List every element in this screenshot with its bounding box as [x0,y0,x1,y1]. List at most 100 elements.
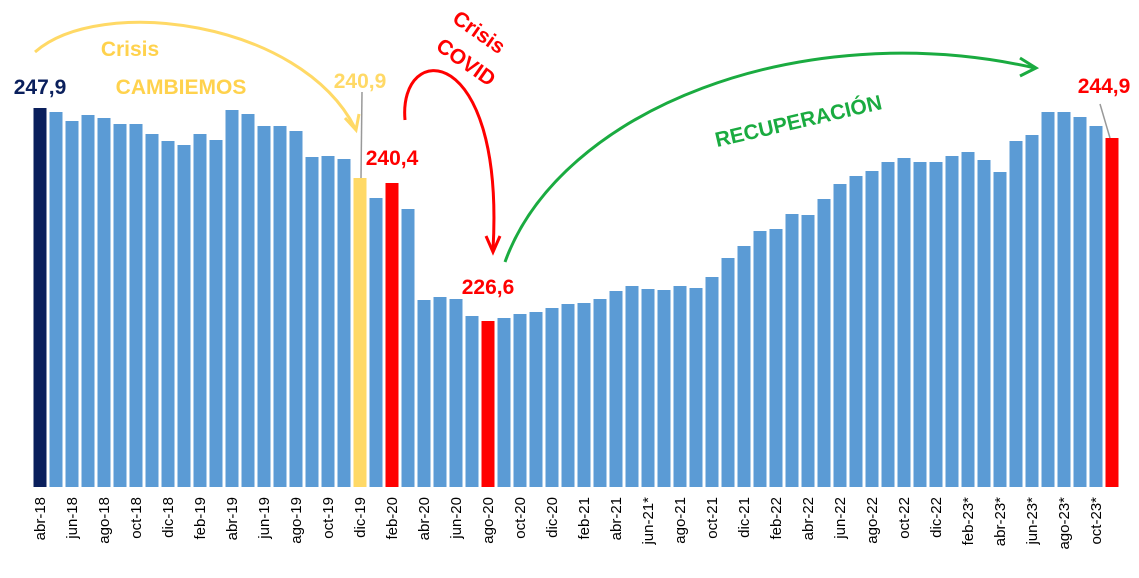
bar [897,158,911,487]
bar [641,289,655,487]
bar [913,162,927,487]
bar [289,131,303,487]
bar [161,141,175,487]
bar [305,157,319,487]
data-label: 240,4 [366,147,419,170]
bar [1089,126,1103,487]
x-tick-label: ago-23* [1056,497,1073,550]
bar [1009,141,1023,487]
x-tick-label: oct-19 [320,497,337,539]
bar [1105,138,1119,487]
bar [993,172,1007,487]
x-tick-label: oct-18 [128,497,145,539]
x-tick-label: ago-19 [288,497,305,544]
bar [865,171,879,487]
bar [273,126,287,487]
x-tick-label: jun-23* [1024,497,1041,546]
bar [961,152,975,487]
bar [385,183,399,487]
bar [769,229,783,487]
bar [369,198,383,487]
leader-line [360,91,363,179]
x-tick-label: oct-22 [896,497,913,539]
x-tick-label: dic-22 [928,497,945,538]
data-label: 226,6 [462,276,515,299]
arrow-head [343,113,361,134]
bar [929,162,943,487]
annotation: Crisis [101,38,159,61]
x-tick-label: feb-23* [960,497,977,546]
x-tick-label: dic-18 [160,497,177,538]
bar [609,291,623,487]
bar [209,140,223,487]
data-label: 247,9 [14,76,67,99]
bar [561,304,575,487]
bar [49,112,63,487]
x-tick-label: feb-21 [576,497,593,540]
bar [65,121,79,487]
annotation: CAMBIEMOS [116,76,247,99]
bar [81,115,95,487]
x-tick-label: ago-21 [672,497,689,544]
x-tick-label: feb-22 [768,497,785,540]
bar [145,134,159,487]
bar [497,318,511,487]
x-tick-label: oct-20 [512,497,529,539]
bar [417,300,431,487]
bar [513,314,527,487]
x-tick-label: jun-19 [256,497,273,540]
x-tick-label: jun-18 [64,497,81,540]
x-tick-label: oct-21 [704,497,721,539]
bar [353,178,367,487]
bar [689,288,703,487]
bar [449,299,463,487]
bar [817,199,831,487]
bar [97,118,111,487]
bar [1073,117,1087,487]
x-tick-label: abr-18 [32,497,49,540]
bar [193,134,207,487]
bar [833,184,847,487]
bar [881,162,895,487]
x-tick-label: jun-22 [832,497,849,540]
bar [113,124,127,487]
bar [545,308,559,487]
bar [33,108,47,487]
x-tick-label: abr-19 [224,497,241,540]
x-tick-label: abr-23* [992,497,1009,546]
arrow-head [1019,56,1040,78]
leader-line [1099,103,1111,139]
bar [673,286,687,487]
x-tick-label: ago-20 [480,497,497,544]
data-label: 240,9 [334,70,387,93]
bar [785,214,799,487]
bar [465,316,479,487]
bar [529,312,543,487]
x-tick-label: oct-23* [1088,497,1105,545]
bar [1025,135,1039,487]
bar [225,110,239,487]
arrow [503,51,1036,263]
bar [433,297,447,487]
bar [257,126,271,487]
bar [129,124,143,487]
bar [849,176,863,487]
arrow [403,69,496,251]
bar [977,160,991,487]
x-tick-label: abr-22 [800,497,817,540]
x-tick-label: dic-20 [544,497,561,538]
bar [753,231,767,487]
bar [241,114,255,487]
bar [625,286,639,487]
arrow-head [484,235,502,256]
bar [1057,112,1071,487]
x-tick-label: ago-18 [96,497,113,544]
data-label: 244,9 [1078,75,1131,98]
x-tick-label: dic-21 [736,497,753,538]
x-tick-label: abr-21 [608,497,625,540]
bar [481,321,495,487]
bar [721,258,735,487]
bar [401,209,415,487]
x-tick-label: feb-20 [384,497,401,540]
